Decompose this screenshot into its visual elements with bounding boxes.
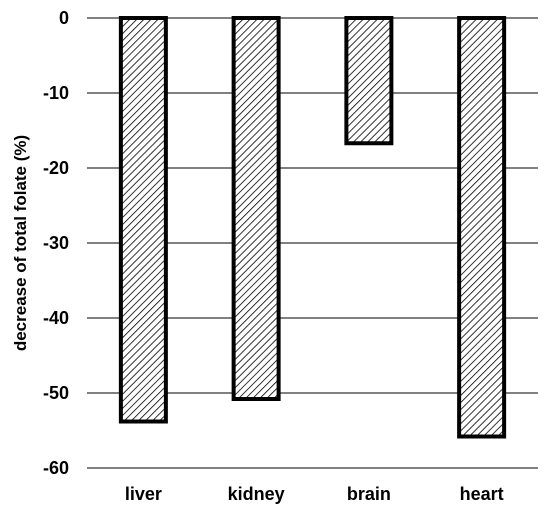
y-tick-label: -40 <box>43 308 69 328</box>
y-tick-labels: 0 -10 -20 -30 -40 -50 -60 <box>43 8 69 478</box>
y-tick-label: -30 <box>43 233 69 253</box>
bars <box>118 16 507 439</box>
bar-heart <box>457 16 507 439</box>
y-axis-title: decrease of total folate (%) <box>11 135 30 351</box>
category-label-liver: liver <box>125 484 162 504</box>
category-label-heart: heart <box>460 484 504 504</box>
category-label-kidney: kidney <box>228 484 285 504</box>
y-tick-label: 0 <box>59 8 69 28</box>
bar-liver <box>118 16 168 424</box>
y-tick-label: -20 <box>43 158 69 178</box>
bar-brain <box>344 16 394 146</box>
category-labels: liver kidney brain heart <box>125 484 504 504</box>
bar-kidney <box>231 16 281 401</box>
y-tick-label: -10 <box>43 83 69 103</box>
y-tick-label: -60 <box>43 458 69 478</box>
y-tick-label: -50 <box>43 383 69 403</box>
category-label-brain: brain <box>347 484 391 504</box>
